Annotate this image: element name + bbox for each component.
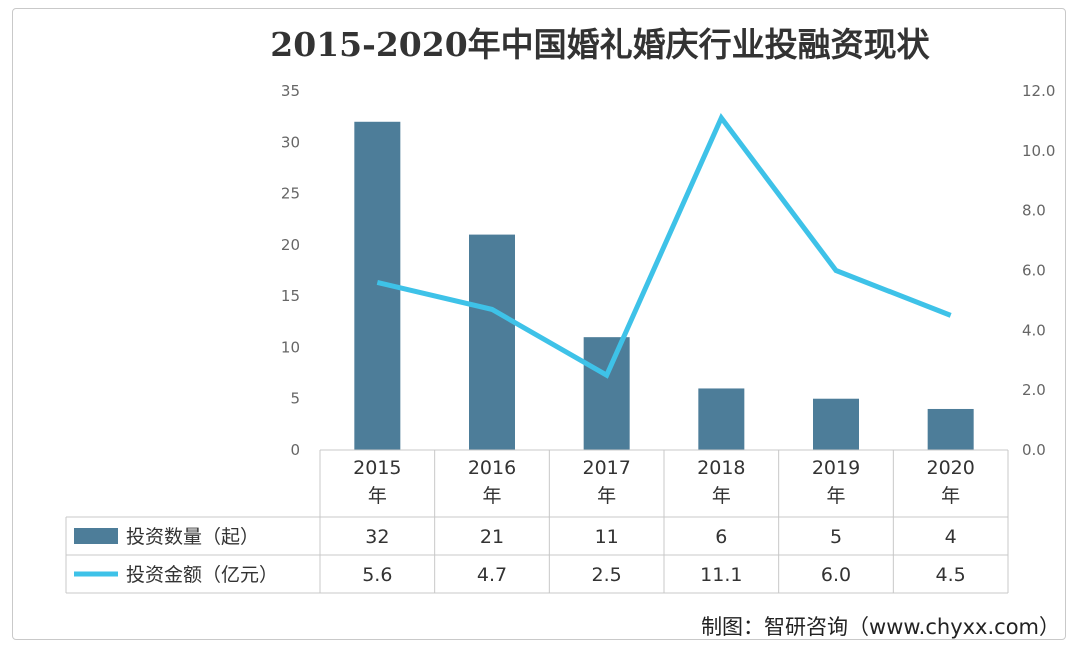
- y-left-tick-label: 5: [290, 390, 300, 408]
- y-left-tick-label: 30: [281, 133, 300, 151]
- table-cell: 32: [365, 526, 389, 548]
- y-left-tick-label: 35: [281, 82, 300, 100]
- table-cell: 5: [830, 526, 842, 548]
- y-right-tick-label: 8.0: [1022, 202, 1046, 220]
- chart-title: 2015-2020年中国婚礼婚庆行业投融资现状: [270, 25, 930, 64]
- bar: [927, 408, 974, 450]
- bar: [698, 388, 745, 450]
- y-left-tick-label: 10: [281, 338, 300, 356]
- y-left-tick-label: 25: [281, 185, 300, 203]
- table-cell: 21: [480, 526, 504, 548]
- y-right-tick-label: 12.0: [1022, 82, 1055, 100]
- y-right-tick-label: 6.0: [1022, 262, 1046, 280]
- chart-frame: [12, 8, 1066, 640]
- category-label: 2016 年: [468, 457, 516, 507]
- table-cell: 4.5: [936, 564, 966, 586]
- y-right-tick-label: 2.0: [1022, 381, 1046, 399]
- table-cell: 11.1: [700, 564, 742, 586]
- legend-swatch-bar: [74, 528, 118, 544]
- source-credit: 制图：智研咨询（www.chyxx.com）: [701, 615, 1060, 639]
- table-cell: 11: [595, 526, 619, 548]
- category-label: 2015 年: [353, 457, 401, 507]
- category-label: 2017 年: [582, 457, 630, 507]
- table-row-label: 投资金额（亿元）: [126, 564, 278, 586]
- category-label: 2018 年: [697, 457, 745, 507]
- table-cell: 4.7: [477, 564, 507, 586]
- table-cell: 4: [945, 526, 957, 548]
- bar: [813, 398, 859, 450]
- line-series-path: [376, 113, 952, 379]
- category-label: 2019 年: [812, 457, 860, 507]
- table-cell: 6: [715, 526, 727, 548]
- table-cell: 6.0: [821, 564, 851, 586]
- bar: [583, 337, 630, 450]
- y-left-tick-label: 0: [290, 441, 300, 459]
- y-left-tick-label: 20: [281, 236, 300, 254]
- category-label: 2020 年: [926, 457, 974, 507]
- y-left-tick-label: 15: [281, 287, 300, 305]
- table-cell: 2.5: [592, 564, 622, 586]
- y-right-tick-label: 4.0: [1022, 321, 1046, 339]
- table-cell: 5.6: [362, 564, 392, 586]
- y-right-tick-label: 10.0: [1022, 142, 1055, 160]
- bar: [469, 234, 515, 450]
- table-row-label: 投资数量（起）: [126, 526, 259, 548]
- y-right-tick-label: 0.0: [1022, 441, 1046, 459]
